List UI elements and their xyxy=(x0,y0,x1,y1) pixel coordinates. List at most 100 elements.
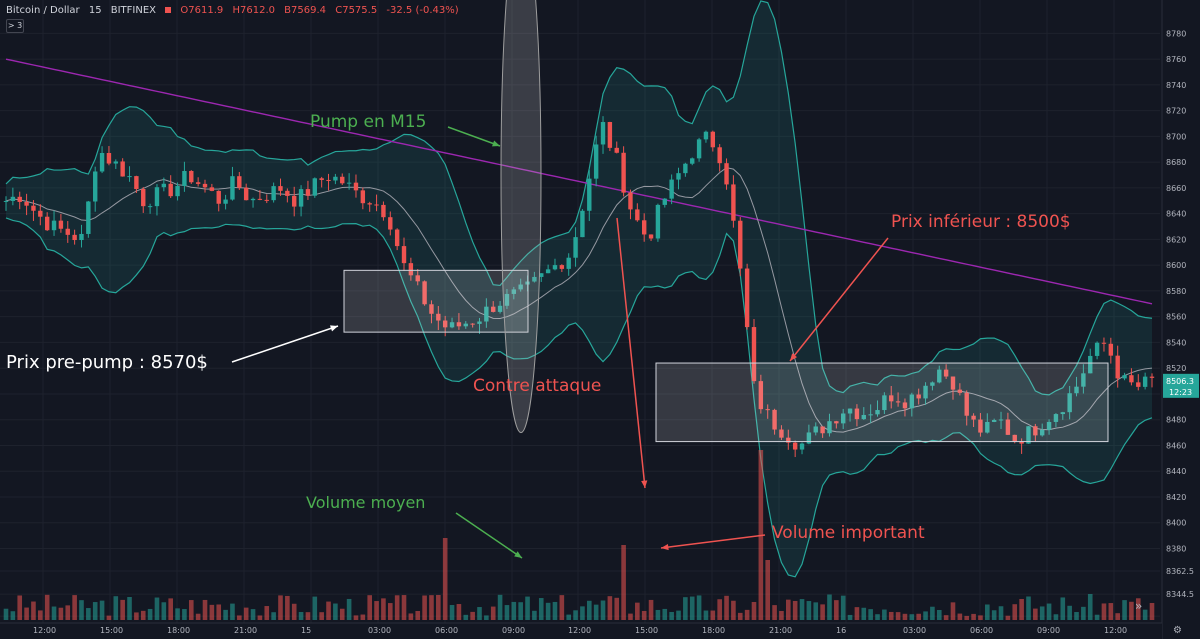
candle-body xyxy=(10,196,16,201)
volume-bar xyxy=(140,610,146,620)
candle-body xyxy=(388,217,393,230)
volume-bar xyxy=(1039,606,1045,620)
candle-body xyxy=(1122,375,1127,379)
candle-body xyxy=(635,209,640,221)
price-tick-label: 8740 xyxy=(1166,81,1186,90)
candle-body xyxy=(930,382,935,386)
volume-bar xyxy=(923,611,928,620)
volume-bar xyxy=(346,598,352,620)
arrow-volume-important-head xyxy=(661,543,669,551)
annotation-pump: Pump en M15 xyxy=(310,112,426,132)
candle-body xyxy=(24,201,29,206)
volume-bar xyxy=(79,600,84,620)
candle-body xyxy=(1142,376,1148,387)
chart-header: Bitcoin / Dollar 15 BITFINEX O7611.9 H76… xyxy=(6,5,465,16)
candle-body xyxy=(1019,441,1024,444)
candle-body xyxy=(168,183,173,197)
candle-body xyxy=(333,176,338,181)
volume-bar xyxy=(1026,596,1031,620)
pump-ellipse[interactable] xyxy=(500,0,542,433)
volume-bar xyxy=(1108,603,1114,620)
candle-body xyxy=(3,200,9,202)
candle-body xyxy=(834,421,839,424)
candle-body xyxy=(99,153,105,172)
candle-body xyxy=(367,203,372,205)
price-axis[interactable] xyxy=(1162,0,1200,639)
volume-bar xyxy=(497,594,503,620)
candle-body xyxy=(31,205,36,211)
candle-body xyxy=(614,147,619,153)
volume-bar xyxy=(710,610,716,620)
candle-body xyxy=(491,306,496,312)
candle-body xyxy=(840,413,846,424)
price-tick-label: 8640 xyxy=(1166,210,1186,219)
volume-bar xyxy=(785,599,791,620)
candle-body xyxy=(827,421,832,434)
price-tick-label: 8680 xyxy=(1166,158,1186,167)
volume-bar xyxy=(868,609,873,620)
pre-pump-zone-box[interactable] xyxy=(343,269,529,333)
last-price-tag xyxy=(1163,373,1199,398)
time-tick-label: 12:00 xyxy=(1104,626,1127,635)
volume-bar xyxy=(230,603,235,620)
status-dot-icon xyxy=(165,7,172,13)
candle-body xyxy=(950,376,956,390)
volume-bar xyxy=(882,609,887,620)
candle-body xyxy=(868,414,873,416)
indicator-toggle-button[interactable]: > 3 xyxy=(6,19,24,33)
candle-body xyxy=(738,220,743,269)
interval-label[interactable]: 15 xyxy=(88,5,102,16)
symbol-label[interactable]: Bitcoin / Dollar xyxy=(6,5,80,16)
time-axis[interactable] xyxy=(0,623,1162,639)
volume-bar xyxy=(1067,605,1072,620)
volume-bar xyxy=(394,595,400,620)
candle-body xyxy=(882,395,887,411)
volume-bar xyxy=(772,605,777,620)
candle-body xyxy=(1012,434,1017,442)
volume-bar xyxy=(854,607,860,620)
volume-bar xyxy=(319,612,324,620)
volume-bar xyxy=(847,614,853,620)
candle-body xyxy=(943,369,949,377)
volume-bar xyxy=(1019,598,1024,620)
candle-body xyxy=(703,131,709,140)
price-tick-label: 8720 xyxy=(1166,107,1186,116)
volume-bar xyxy=(58,607,64,620)
candle-body xyxy=(998,419,1004,421)
candle-body xyxy=(765,409,770,411)
volume-bar xyxy=(943,615,949,620)
candle-body xyxy=(113,161,118,164)
volume-bar xyxy=(106,615,112,620)
volume-bar xyxy=(429,595,434,620)
candle-body xyxy=(182,170,187,186)
volume-bar xyxy=(1122,600,1127,620)
moving-average-200 xyxy=(5,58,1153,305)
candle-body xyxy=(600,122,606,145)
last-price-value: 8506.3 xyxy=(1166,377,1194,386)
lower-price-zone-box[interactable] xyxy=(655,362,1109,443)
time-tick-label: 15:00 xyxy=(635,626,658,635)
price-tick-label: 8780 xyxy=(1166,29,1186,38)
candle-body xyxy=(175,185,180,197)
candle-body xyxy=(463,323,468,327)
candle-body xyxy=(628,192,633,210)
price-tick-label: 8700 xyxy=(1166,132,1186,141)
volume-bar xyxy=(1012,604,1018,620)
volume-bar xyxy=(600,600,606,620)
volume-bar xyxy=(861,607,867,620)
candle-body xyxy=(545,269,551,274)
time-tick-label: 12:00 xyxy=(33,626,56,635)
candle-body xyxy=(751,327,757,382)
volume-bar xyxy=(991,610,997,620)
price-tick-label: 8540 xyxy=(1166,338,1186,347)
candle-body xyxy=(909,394,915,409)
candles xyxy=(3,116,1155,458)
candle-body xyxy=(1005,419,1011,435)
volume-bar xyxy=(271,612,276,620)
volume-bar xyxy=(24,607,29,620)
candle-body xyxy=(1081,373,1086,387)
candle-body xyxy=(717,147,722,164)
candle-body xyxy=(436,313,441,321)
candle-body xyxy=(580,210,585,238)
